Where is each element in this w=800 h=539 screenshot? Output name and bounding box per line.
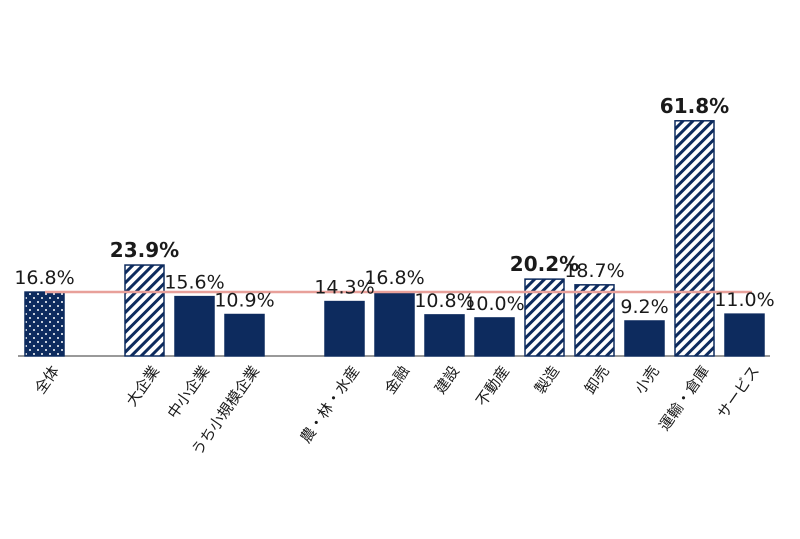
bar-11 xyxy=(674,120,715,357)
data-label-4: 14.3% xyxy=(314,277,374,299)
data-label-12: 11.0% xyxy=(714,289,774,311)
bar-1 xyxy=(124,264,165,357)
category-label-4: 農・林・水産 xyxy=(297,362,363,446)
category-label-5: 金融 xyxy=(381,362,413,397)
bar-12 xyxy=(724,313,765,357)
bar-7 xyxy=(474,317,515,357)
category-label-10: 小売 xyxy=(631,362,663,397)
data-label-11: 61.8% xyxy=(660,94,729,118)
data-label-7: 10.0% xyxy=(464,293,524,315)
category-label-11: 運輸・倉庫 xyxy=(655,362,713,434)
bar-9 xyxy=(574,284,615,357)
bar-4 xyxy=(324,300,365,357)
data-label-8: 20.2% xyxy=(510,252,579,276)
bar-0 xyxy=(24,291,65,357)
category-label-2: 中小企業 xyxy=(164,362,213,421)
bar-8 xyxy=(524,278,565,357)
bar-3 xyxy=(224,313,265,357)
bar-6 xyxy=(424,314,465,357)
data-label-1: 23.9% xyxy=(110,238,179,262)
category-label-7: 不動産 xyxy=(472,362,513,409)
category-label-1: 大企業 xyxy=(122,362,163,409)
data-label-5: 16.8% xyxy=(364,267,424,289)
data-label-10: 9.2% xyxy=(620,296,668,318)
data-label-6: 10.8% xyxy=(414,290,474,312)
value-labels-layer: 16.8%23.9%15.6%10.9%14.3%16.8%10.8%10.0%… xyxy=(14,94,774,318)
category-label-12: サービス xyxy=(714,362,763,421)
data-label-2: 15.6% xyxy=(164,272,224,294)
category-label-9: 卸売 xyxy=(581,362,613,397)
bar-10 xyxy=(624,320,665,357)
bar-5 xyxy=(374,291,415,357)
category-label-6: 建設 xyxy=(431,362,463,397)
bar-2 xyxy=(174,295,215,357)
data-label-0: 16.8% xyxy=(14,267,74,289)
data-label-3: 10.9% xyxy=(214,290,274,312)
data-label-9: 18.7% xyxy=(564,260,624,282)
category-label-0: 全体 xyxy=(31,362,63,397)
category-label-8: 製造 xyxy=(531,362,563,397)
